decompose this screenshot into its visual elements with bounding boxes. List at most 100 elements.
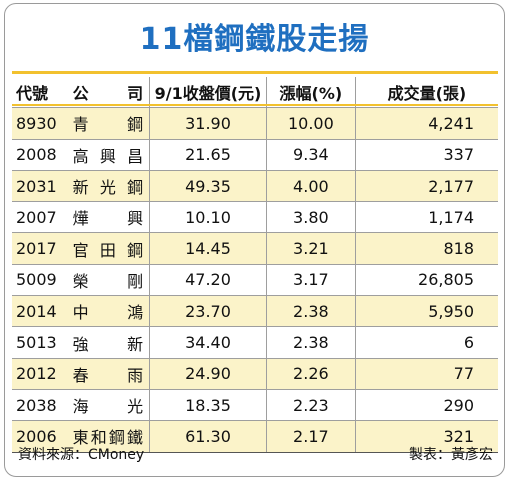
cell-change: 2.38: [265, 326, 356, 359]
table-row: 2008 高興昌 21.65 9.34 337: [12, 138, 498, 171]
table-row: 5009 榮剛 47.20 3.17 26,805: [12, 263, 498, 296]
name-char: 強: [72, 334, 89, 354]
name-char: 青: [72, 115, 89, 135]
cell-name: 春雨: [66, 357, 150, 390]
name-char: 鋼: [127, 178, 144, 198]
header-name-char: 公: [72, 84, 89, 104]
cell-name: 中鴻: [66, 295, 150, 327]
cell-name: 燁興: [66, 201, 150, 233]
name-char: 興: [127, 209, 144, 229]
name-char: 榮: [72, 271, 89, 291]
header-bottom-rule: [12, 104, 498, 106]
table-row: 5013 強新 34.40 2.38 6: [12, 326, 498, 359]
cell-volume: 5,950: [354, 295, 498, 327]
cell-name: 強新: [66, 326, 150, 359]
cell-code: 5013: [12, 326, 67, 359]
name-char: 鋼: [127, 240, 144, 260]
cell-change: 10.00: [265, 107, 356, 140]
cell-code: 2012: [12, 357, 67, 390]
credit-note: 製表：黃彥宏: [409, 447, 493, 463]
page-title: 11檔鋼鐵股走揚: [139, 22, 370, 57]
cell-close: 34.40: [149, 326, 267, 359]
name-char: 剛: [127, 271, 144, 291]
cell-name: 高興昌: [66, 138, 150, 171]
table-row: 2006 東和鋼鐵 61.30 2.17 321: [12, 420, 498, 453]
name-char: 官: [72, 240, 89, 260]
name-char: 和: [90, 428, 107, 448]
name-char: 東: [72, 428, 89, 448]
name-char: 燁: [72, 209, 89, 229]
name-char: 高: [72, 146, 89, 166]
name-char: 鴻: [127, 303, 144, 323]
table-row: 2007 燁興 10.10 3.80 1,174: [12, 201, 498, 233]
cell-change: 2.17: [265, 420, 356, 453]
cell-volume: 1,174: [354, 201, 498, 233]
cell-close: 18.35: [149, 388, 267, 421]
cell-change: 2.26: [265, 357, 356, 390]
cell-close: 10.10: [149, 201, 267, 233]
cell-close: 31.90: [149, 107, 267, 140]
name-char: 興: [99, 146, 116, 166]
cell-change: 2.38: [265, 295, 356, 327]
header-name: 公司: [67, 77, 150, 108]
cell-close: 21.65: [149, 138, 267, 171]
cell-code: 8930: [12, 107, 67, 140]
header-change: 漲幅(%): [265, 77, 356, 108]
stock-table: 代號 公司 9/1收盤價(元) 漲幅(%) 成交量(張) 8930 青鋼 31.90…: [12, 77, 498, 453]
cell-code: 2008: [12, 138, 67, 171]
header-close: 9/1收盤價(元): [149, 77, 267, 108]
name-char: 新: [72, 178, 89, 198]
cell-name: 新光鋼: [66, 169, 150, 202]
name-char: 海: [72, 397, 89, 417]
cell-code: 5009: [12, 263, 67, 296]
name-char: 田: [99, 240, 116, 260]
cell-change: 2.23: [265, 388, 356, 421]
name-char: 鋼: [127, 115, 144, 135]
cell-name: 榮剛: [66, 263, 150, 296]
name-char: 中: [72, 303, 89, 323]
cell-volume: 6: [354, 326, 498, 359]
header-top-rule: [12, 71, 498, 74]
cell-volume: 77: [354, 357, 498, 390]
table-row: 2017 官田鋼 14.45 3.21 818: [12, 232, 498, 265]
cell-name: 海光: [66, 388, 150, 421]
cell-code: 2014: [12, 295, 67, 327]
header-code: 代號: [16, 84, 49, 104]
name-char: 光: [127, 397, 144, 417]
cell-close: 47.20: [149, 263, 267, 296]
cell-code: 2017: [12, 232, 67, 265]
table-row: 2014 中鴻 23.70 2.38 5,950: [12, 295, 498, 327]
cell-close: 24.90: [149, 357, 267, 390]
cell-volume: 290: [354, 388, 498, 421]
cell-volume: 321: [354, 420, 498, 453]
source-note: 資料來源：CMoney: [18, 447, 145, 463]
cell-code: 2031: [12, 169, 67, 202]
cell-close: 14.45: [149, 232, 267, 265]
table-header-row: 代號 公司 9/1收盤價(元) 漲幅(%) 成交量(張): [12, 77, 498, 108]
header-name-char: 司: [127, 84, 144, 104]
cell-change: 3.17: [265, 263, 356, 296]
cell-volume: 818: [354, 232, 498, 265]
cell-code: 2006: [12, 420, 67, 453]
cell-code: 2038: [12, 388, 67, 421]
cell-name: 東和鋼鐵: [66, 420, 150, 453]
table-row: 2031 新光鋼 49.35 4.00 2,177: [12, 169, 498, 202]
header-volume: 成交量(張): [354, 77, 498, 108]
cell-name: 官田鋼: [66, 232, 150, 265]
cell-change: 4.00: [265, 169, 356, 202]
table-row: 2012 春雨 24.90 2.26 77: [12, 357, 498, 390]
name-char: 新: [127, 334, 144, 354]
name-char: 雨: [127, 365, 144, 385]
name-char: 昌: [127, 146, 144, 166]
cell-volume: 4,241: [354, 107, 498, 140]
cell-close: 49.35: [149, 169, 267, 202]
name-char: 光: [99, 178, 116, 198]
cell-close: 23.70: [149, 295, 267, 327]
name-char: 春: [72, 365, 89, 385]
cell-change: 9.34: [265, 138, 356, 171]
cell-volume: 337: [354, 138, 498, 171]
cell-code: 2007: [12, 201, 67, 233]
cell-volume: 2,177: [354, 169, 498, 202]
name-char: 鐵: [127, 428, 144, 448]
table-row: 8930 青 鋼 31.90 10.00 4,241: [12, 107, 498, 140]
